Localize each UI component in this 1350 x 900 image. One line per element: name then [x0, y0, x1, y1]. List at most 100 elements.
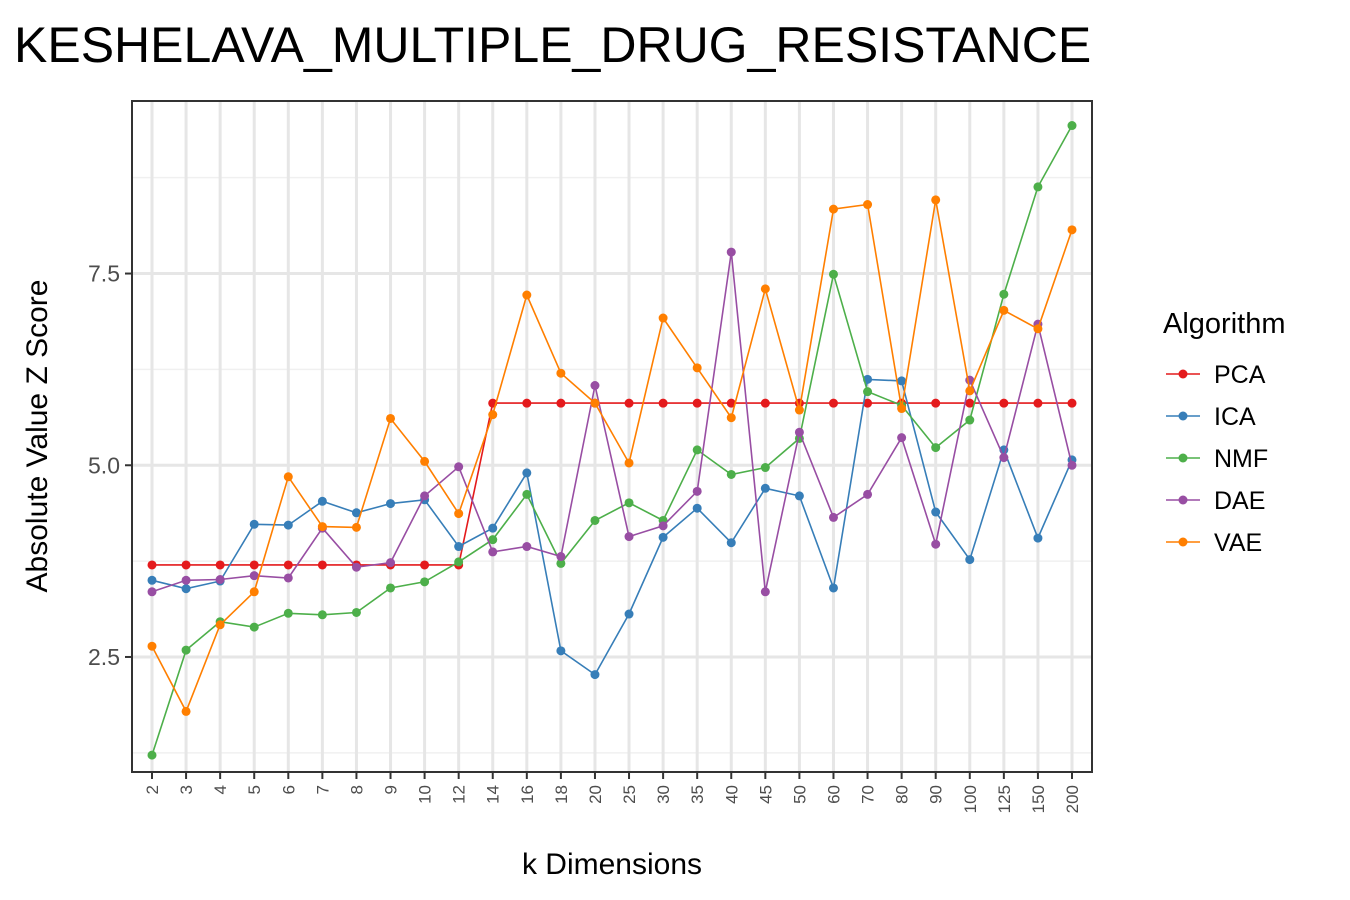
- legend-label: VAE: [1214, 529, 1262, 557]
- data-point-ica: [386, 499, 396, 509]
- x-tick-label: 10: [416, 785, 435, 804]
- data-point-vae: [897, 404, 907, 414]
- data-point-vae: [590, 398, 600, 408]
- data-point-ica: [760, 483, 770, 493]
- data-point-vae: [658, 313, 668, 323]
- x-tick-label: 90: [927, 785, 946, 804]
- data-point-vae: [249, 587, 259, 597]
- data-point-vae: [522, 290, 532, 300]
- data-point-pca: [420, 560, 430, 570]
- legend: Algorithm PCA ICA NMF DAE VAE: [1163, 308, 1286, 557]
- data-point-vae: [454, 509, 464, 519]
- data-point-dae: [658, 521, 668, 531]
- legend-item-vae: VAE: [1166, 529, 1262, 557]
- data-point-ica: [317, 496, 327, 506]
- data-point-dae: [590, 381, 600, 391]
- data-point-pca: [658, 398, 668, 408]
- data-point-dae: [147, 587, 157, 597]
- legend-swatch-point: [1178, 411, 1188, 421]
- data-point-vae: [794, 405, 804, 415]
- x-tick-label: 150: [1029, 785, 1048, 813]
- data-point-ica: [454, 542, 464, 552]
- data-point-ica: [624, 609, 634, 619]
- data-point-dae: [828, 512, 838, 522]
- data-point-nmf: [317, 610, 327, 620]
- data-point-nmf: [828, 269, 838, 279]
- data-point-dae: [181, 575, 191, 585]
- data-point-vae: [386, 413, 396, 423]
- x-tick-label: 70: [859, 785, 878, 804]
- y-axis-title: Absolute Value Z Score: [21, 280, 54, 593]
- data-point-dae: [522, 542, 532, 552]
- gridlines: [132, 101, 1092, 772]
- data-point-pca: [726, 398, 736, 408]
- data-point-ica: [590, 670, 600, 680]
- data-point-pca: [556, 398, 566, 408]
- data-point-vae: [726, 413, 736, 423]
- series-line-pca: [152, 402, 1072, 566]
- series-nmf: [147, 121, 1077, 760]
- legend-item-dae: DAE: [1166, 487, 1265, 515]
- data-point-pca: [522, 398, 532, 408]
- x-tick-label: 9: [382, 785, 401, 794]
- data-point-vae: [147, 641, 157, 651]
- data-point-vae: [828, 204, 838, 214]
- data-point-vae: [760, 284, 770, 294]
- data-point-ica: [897, 376, 907, 386]
- data-point-ica: [794, 491, 804, 501]
- x-tick-label: 2: [143, 785, 162, 794]
- data-point-dae: [863, 489, 873, 499]
- data-point-ica: [828, 583, 838, 593]
- data-point-vae: [965, 386, 975, 396]
- x-tick-label: 80: [893, 785, 912, 804]
- data-point-dae: [692, 486, 702, 496]
- data-point-pca: [283, 560, 293, 570]
- x-axis-title: k Dimensions: [522, 848, 702, 881]
- data-point-pca: [181, 560, 191, 570]
- plot-border: [131, 100, 1093, 773]
- data-point-nmf: [590, 515, 600, 525]
- data-point-dae: [420, 491, 430, 501]
- data-point-nmf: [999, 289, 1009, 299]
- data-point-nmf: [420, 577, 430, 587]
- data-point-pca: [624, 398, 634, 408]
- legend-item-nmf: NMF: [1166, 445, 1268, 473]
- x-tick-label: 6: [279, 785, 298, 794]
- data-point-nmf: [454, 557, 464, 567]
- plot-background: [132, 101, 1092, 772]
- data-point-dae: [454, 462, 464, 472]
- data-point-ica: [1033, 533, 1043, 543]
- data-point-vae: [351, 522, 361, 532]
- data-point-dae: [215, 575, 225, 585]
- data-point-vae: [420, 456, 430, 466]
- data-point-vae: [624, 458, 634, 468]
- data-point-vae: [1067, 225, 1077, 235]
- data-point-pca: [1067, 398, 1077, 408]
- legend-swatch-point: [1178, 453, 1188, 463]
- x-axis: 2 3 4 5 6 7 8 9 10 12 14 16 18 20 25 30 35 40 45 50 60 70 80 90…: [143, 772, 1082, 813]
- data-point-ica: [931, 507, 941, 517]
- data-point-dae: [283, 573, 293, 583]
- data-point-dae: [931, 539, 941, 549]
- data-point-pca: [999, 398, 1009, 408]
- data-point-dae: [999, 453, 1009, 463]
- data-point-vae: [863, 200, 873, 210]
- y-tick-label: 5.0: [88, 452, 120, 478]
- x-tick-label: 30: [654, 785, 673, 804]
- data-point-pca: [863, 398, 873, 408]
- data-point-nmf: [863, 387, 873, 397]
- data-point-pca: [215, 560, 225, 570]
- x-tick-label: 200: [1063, 785, 1082, 813]
- x-tick-label: 4: [211, 785, 230, 794]
- x-tick-label: 45: [756, 785, 775, 804]
- series-line-vae: [151, 199, 1073, 714]
- x-tick-label: 3: [177, 785, 196, 794]
- x-tick-label: 20: [586, 785, 605, 804]
- data-point-ica: [726, 538, 736, 548]
- data-point-nmf: [1067, 121, 1077, 131]
- data-point-ica: [522, 468, 532, 478]
- data-point-dae: [726, 247, 736, 257]
- x-tick-label: 12: [450, 785, 469, 804]
- data-point-vae: [215, 620, 225, 630]
- series-line-dae: [151, 251, 1073, 593]
